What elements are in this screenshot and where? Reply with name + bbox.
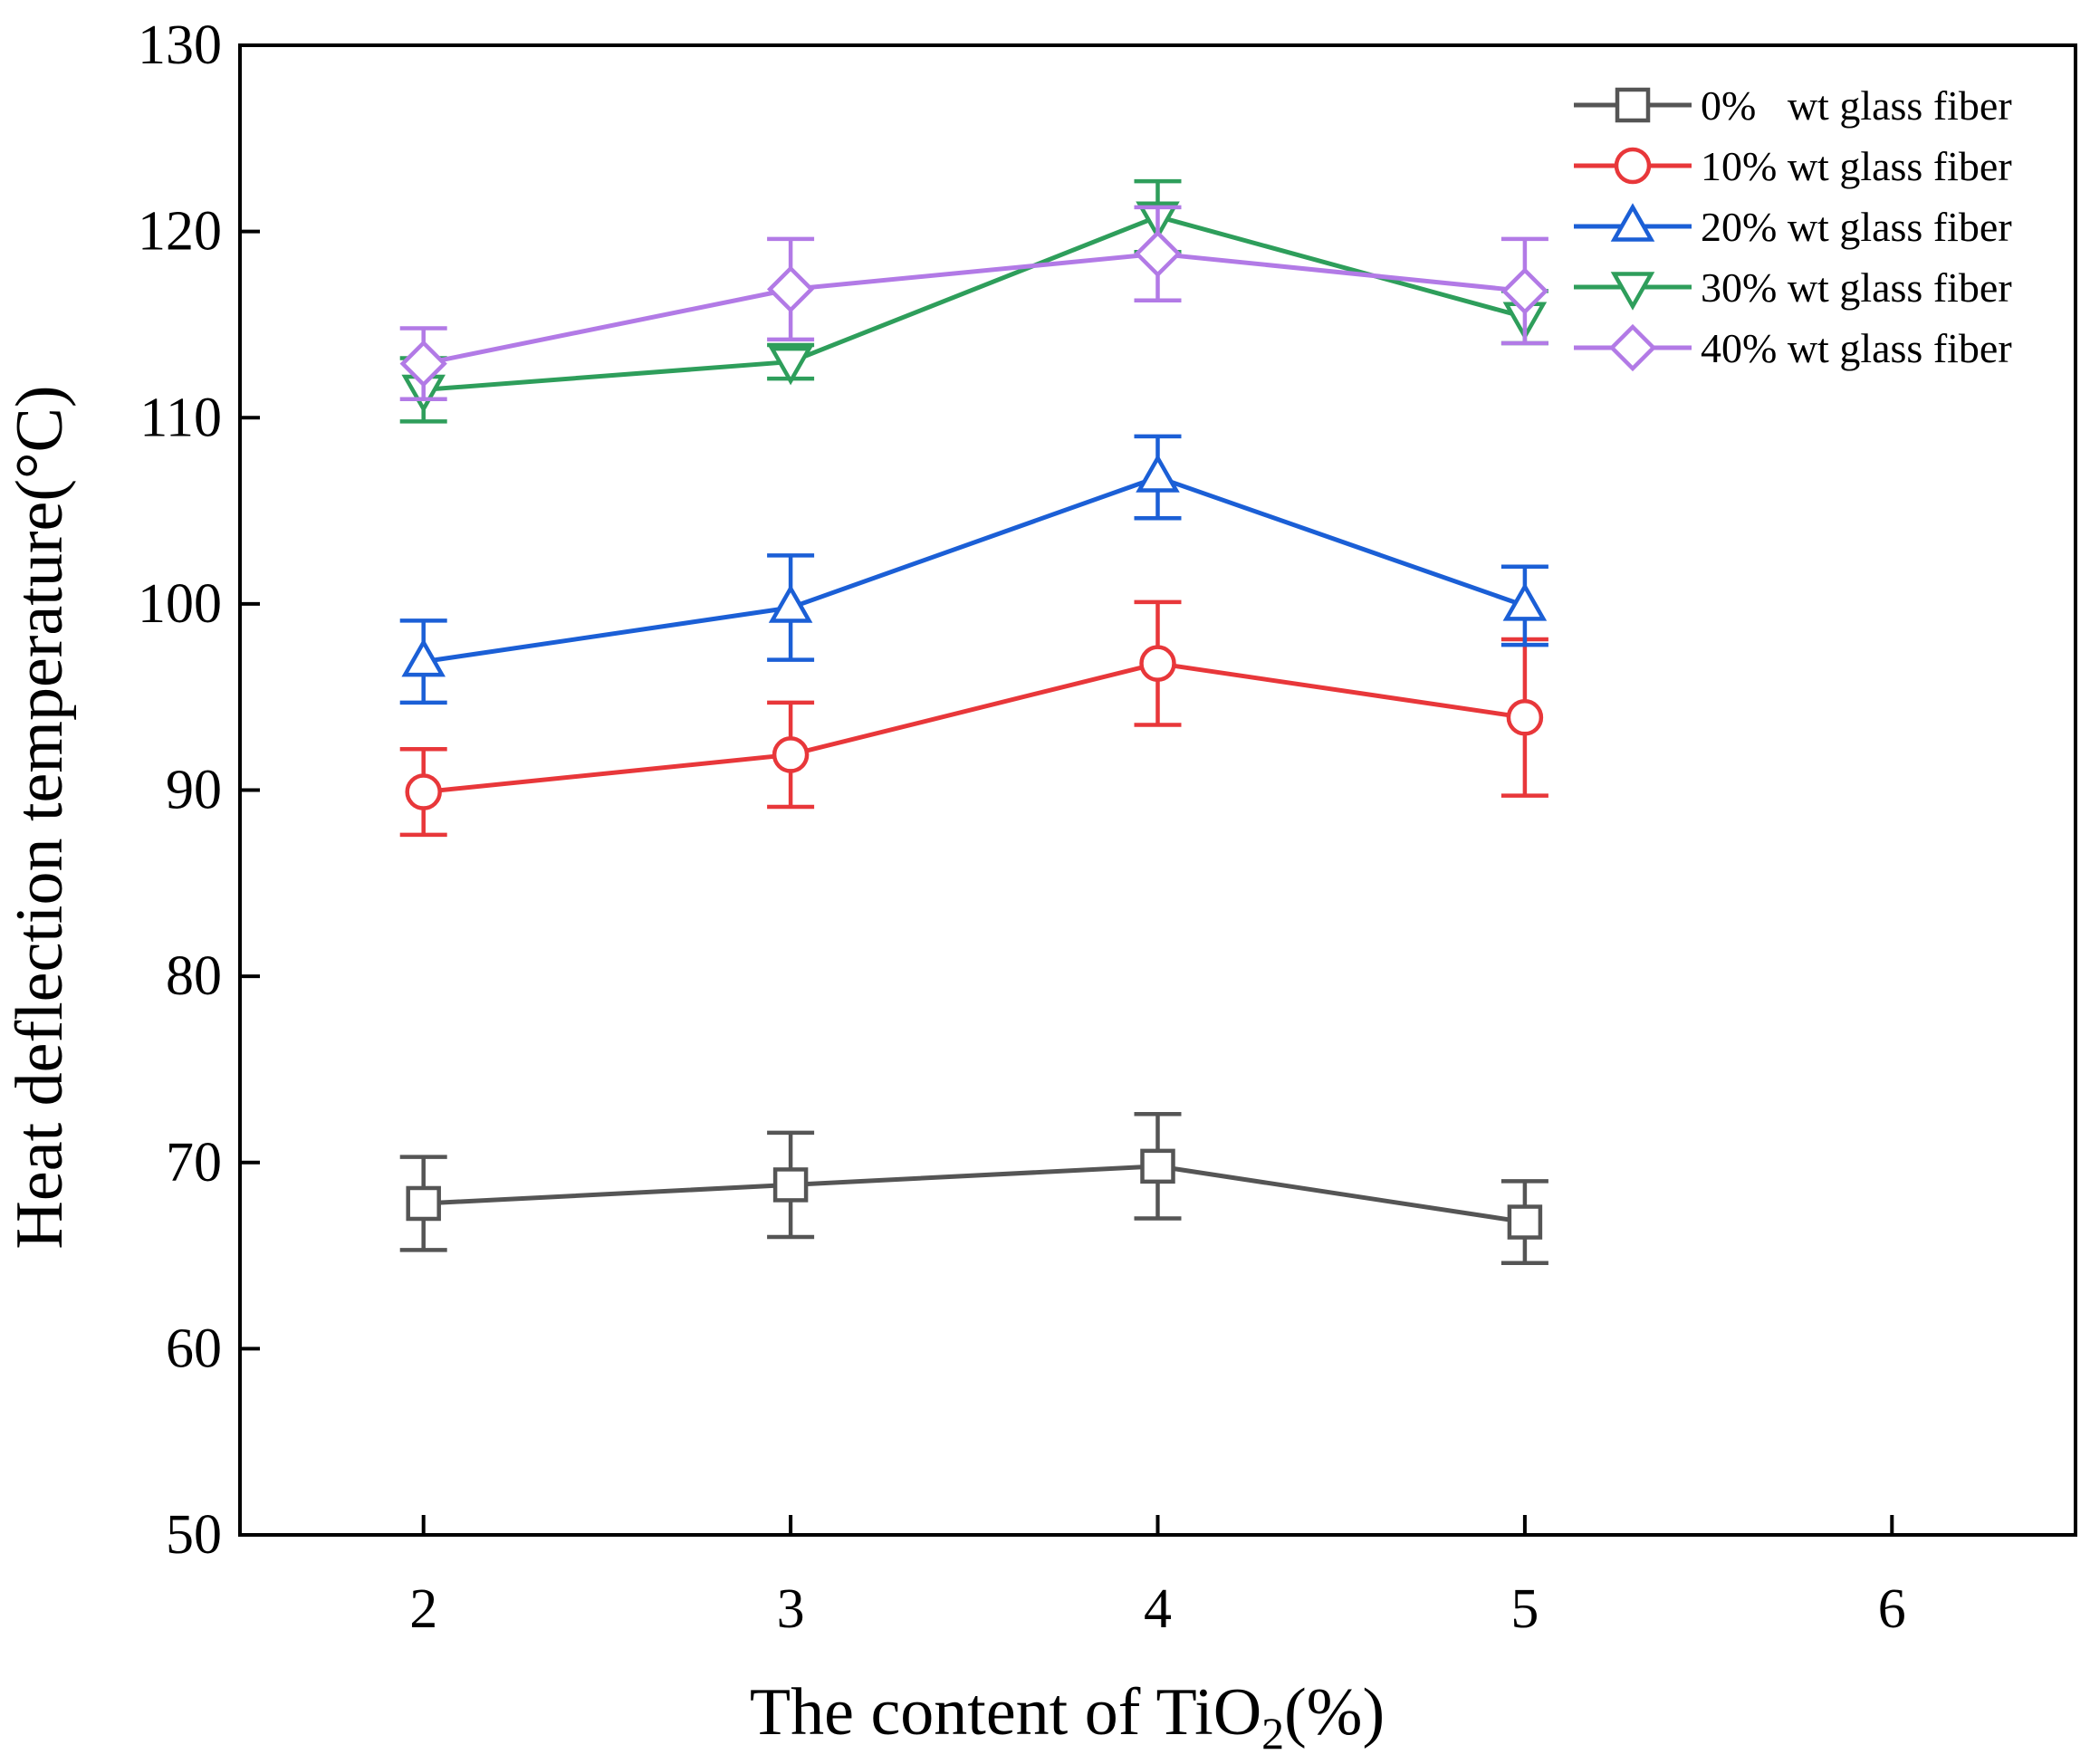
- x-tick-label: 6: [1878, 1578, 1906, 1640]
- series-0: [399, 1112, 1548, 1266]
- data-point: [1139, 645, 1176, 682]
- data-point: [1136, 454, 1180, 493]
- legend-marker: [1610, 203, 1655, 242]
- axis-ticks: 50 60 70 80 90 100 110 120 130 2 3 4 5 6: [138, 14, 1906, 1640]
- data-point: [768, 584, 813, 623]
- x-tick-label: 4: [1144, 1578, 1172, 1640]
- x-axis-title-main: The content of TiO: [750, 1675, 1261, 1750]
- x-tick-label: 3: [777, 1578, 805, 1640]
- legend: 0% wt glass fiber 10% wt glass fiber 20% w…: [1574, 82, 2012, 372]
- y-tick-label: 70: [166, 1132, 222, 1194]
- y-tick-label: 80: [166, 945, 222, 1007]
- x-tick-label: 5: [1510, 1578, 1539, 1640]
- data-point: [1140, 1148, 1175, 1184]
- data-point: [1134, 230, 1182, 278]
- data-point: [1506, 699, 1544, 736]
- series-line: [423, 251, 1526, 367]
- legend-item-2: 20% wt glass fiber: [1574, 203, 2012, 250]
- legend-marker: [1615, 87, 1651, 123]
- x-axis-title: The content of TiO2(%): [750, 1675, 1385, 1759]
- y-tick-label: 100: [138, 573, 222, 635]
- x-axis-title-subscript: 2: [1261, 1708, 1284, 1759]
- y-tick-label: 130: [138, 14, 222, 76]
- legend-item-4: 40% wt glass fiber: [1574, 323, 2012, 372]
- series-layer: [399, 178, 1549, 1266]
- series-1: [399, 599, 1548, 838]
- y-tick-label: 120: [138, 201, 222, 263]
- series-line: [423, 661, 1526, 795]
- series-3: [399, 178, 1548, 424]
- y-tick-label: 110: [139, 387, 222, 448]
- data-point: [1502, 582, 1548, 621]
- y-axis-title: Heat deflection temperature(°C): [3, 385, 77, 1249]
- legend-label: 20% wt glass fiber: [1701, 204, 2012, 250]
- series-line: [423, 475, 1526, 665]
- y-tick-label: 60: [166, 1318, 222, 1379]
- y-tick-label: 90: [166, 760, 222, 821]
- x-axis-title-suffix: (%): [1284, 1675, 1385, 1750]
- data-point: [399, 340, 447, 388]
- data-point: [401, 638, 446, 677]
- x-tick-label: 2: [409, 1578, 437, 1640]
- data-point: [772, 1167, 809, 1203]
- data-point: [768, 346, 813, 386]
- series-4: [399, 205, 1549, 401]
- legend-item-3: 30% wt glass fiber: [1574, 264, 2012, 311]
- legend-label: 10% wt glass fiber: [1701, 143, 2012, 189]
- legend-item-1: 10% wt glass fiber: [1574, 143, 2012, 189]
- series-line: [423, 214, 1526, 392]
- legend-marker: [1608, 323, 1657, 372]
- legend-label: 30% wt glass fiber: [1701, 264, 2012, 311]
- data-point: [766, 265, 815, 313]
- data-point: [405, 773, 442, 810]
- data-point: [1507, 1204, 1543, 1240]
- data-point: [772, 736, 810, 773]
- legend-label: 0% wt glass fiber: [1701, 82, 2012, 129]
- y-tick-label: 50: [166, 1504, 222, 1566]
- series-line: [423, 1164, 1526, 1225]
- legend-marker: [1610, 272, 1655, 311]
- data-point: [406, 1185, 441, 1222]
- legend-marker: [1614, 147, 1652, 185]
- legend-label: 40% wt glass fiber: [1701, 325, 2012, 371]
- legend-item-0: 0% wt glass fiber: [1574, 82, 2012, 129]
- data-point: [1500, 267, 1549, 315]
- series-2: [399, 434, 1548, 705]
